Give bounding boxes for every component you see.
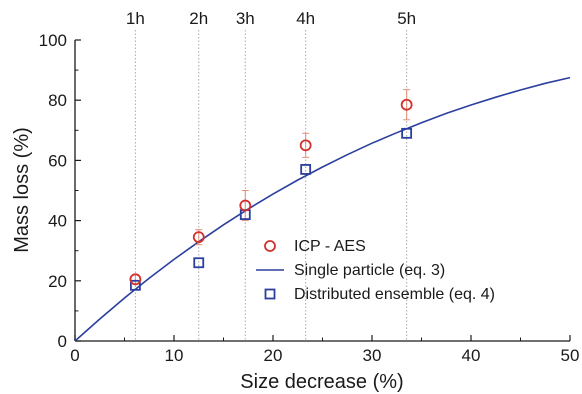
icp-aes-point [192,231,205,244]
x-tick-label: 30 [363,346,382,365]
legend-icp-aes-marker [264,240,276,252]
icp-aes-point [129,273,142,286]
x-tick-label: 10 [165,346,184,365]
x-tick-label: 20 [264,346,283,365]
axis-ticks: 0 10 20 30 40 50 0 20 40 60 80 100 [39,31,580,365]
legend: ICP - AES Single particle (eq. 3) Distribu… [256,238,495,303]
time-marker-label: 4h [296,9,315,28]
x-tick-label: 40 [462,346,481,365]
icp-aes-point [299,139,312,152]
y-axis-title: Mass loss (%) [11,127,33,253]
distributed-ensemble-point [300,164,312,175]
time-marker-labels: 1h 2h 3h 4h 5h [126,9,416,28]
time-marker-label: 1h [126,9,145,28]
x-tick-label: 0 [70,346,79,365]
y-tick-label: 60 [48,151,67,170]
single-particle-line [74,76,571,342]
time-marker-label: 5h [397,9,416,28]
distributed-ensemble-point [129,279,141,291]
x-tick-label: 50 [561,346,580,365]
y-tick-label: 0 [58,332,67,351]
distributed-ensemble-point [401,127,413,139]
icp-aes-markers [129,98,413,286]
y-tick-label: 40 [48,212,67,231]
y-tick-label: 20 [48,272,67,291]
single-particle-curve [74,76,571,342]
legend-label: Distributed ensemble (eq. 4) [294,286,495,303]
y-tick-label: 80 [48,91,67,110]
time-marker-label: 3h [236,9,255,28]
y-tick-label: 100 [39,31,67,50]
icp-aes-point [239,199,252,212]
time-marker-label: 2h [189,9,208,28]
legend-distributed-ensemble-marker [264,288,276,300]
icp-aes-point [400,98,413,111]
legend-label: ICP - AES [294,238,366,255]
error-bars [131,89,411,285]
x-axis-title: Size decrease (%) [240,371,403,393]
distributed-ensemble-point [193,257,205,269]
legend-label: Single particle (eq. 3) [294,262,445,279]
